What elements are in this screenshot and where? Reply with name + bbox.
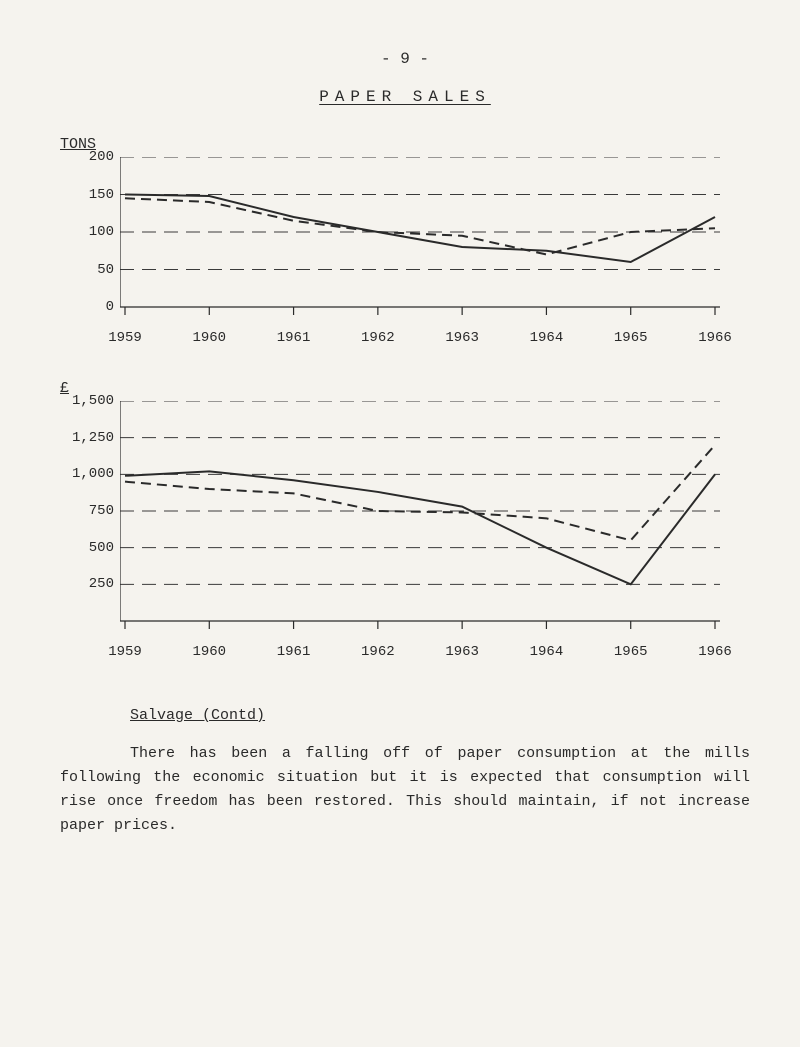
- chart2-x-axis: 19591960196119621963196419651966: [120, 644, 720, 664]
- paragraph: There has been a falling off of paper co…: [60, 742, 750, 838]
- page-title: PAPER SALES: [60, 88, 750, 106]
- chart1-y-axis: 200150100500: [60, 157, 120, 319]
- chart1-unit: TONS: [60, 136, 750, 153]
- x-tick-label: 1961: [274, 330, 314, 346]
- x-tick-label: 1960: [189, 644, 229, 660]
- x-tick-label: 1964: [526, 644, 566, 660]
- y-tick-label: 100: [89, 224, 114, 240]
- body-text: Salvage (Contd) There has been a falling…: [60, 704, 750, 838]
- y-tick-label: 1,000: [72, 466, 114, 482]
- y-tick-label: 750: [89, 503, 114, 519]
- chart1-x-axis: 19591960196119621963196419651966: [120, 330, 720, 350]
- y-tick-label: 0: [106, 299, 114, 315]
- x-tick-label: 1964: [526, 330, 566, 346]
- y-tick-label: 50: [97, 262, 114, 278]
- x-tick-label: 1961: [274, 644, 314, 660]
- x-tick-label: 1963: [442, 330, 482, 346]
- chart2-y-axis: 1,5001,2501,000750500250: [60, 401, 120, 633]
- x-tick-label: 1965: [611, 330, 651, 346]
- chart2-plot: [120, 401, 720, 633]
- section-heading: Salvage (Contd): [130, 704, 750, 728]
- tons-chart: TONS 200 150 100 50 0 1959 1960 1961 1962 1963 19…: [60, 136, 750, 350]
- pounds-chart: £ 1,500 1,250 1,000 750 500 250 1959 1960 1961 1…: [60, 380, 750, 664]
- y-tick-label: 1,500: [72, 393, 114, 409]
- chart2-unit: £: [60, 380, 750, 397]
- y-tick-label: 500: [89, 540, 114, 556]
- x-tick-label: 1959: [105, 644, 145, 660]
- x-tick-label: 1962: [358, 330, 398, 346]
- x-tick-label: 1963: [442, 644, 482, 660]
- page-number: - 9 -: [60, 50, 750, 68]
- y-tick-label: 150: [89, 187, 114, 203]
- x-tick-label: 1966: [695, 644, 735, 660]
- x-tick-label: 1962: [358, 644, 398, 660]
- x-tick-label: 1960: [189, 330, 229, 346]
- x-tick-label: 1959: [105, 330, 145, 346]
- x-tick-label: 1966: [695, 330, 735, 346]
- y-tick-label: 250: [89, 576, 114, 592]
- x-tick-label: 1965: [611, 644, 651, 660]
- chart1-plot: [120, 157, 720, 319]
- y-tick-label: 1,250: [72, 430, 114, 446]
- y-tick-label: 200: [89, 149, 114, 165]
